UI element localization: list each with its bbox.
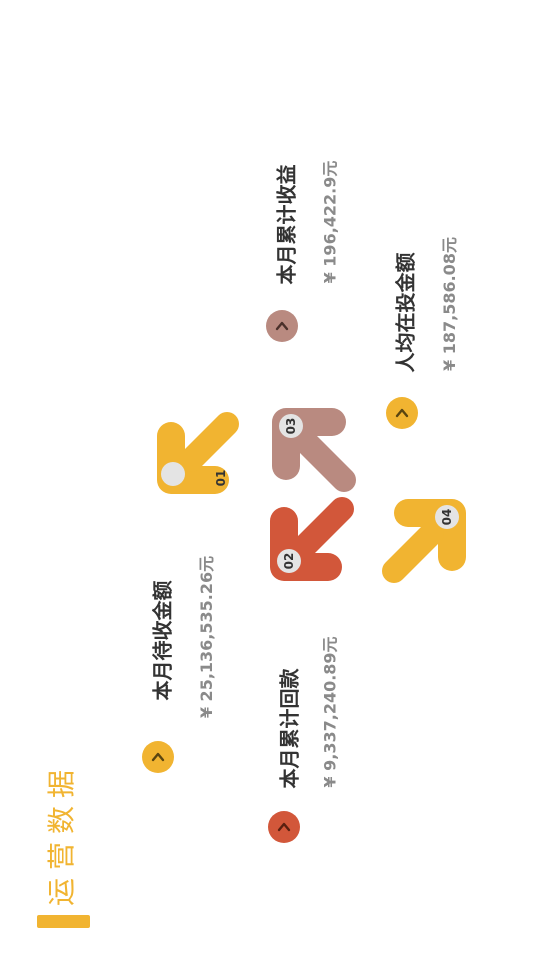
arrow-badge-04: 04	[440, 509, 454, 526]
chevron-up-icon	[151, 752, 165, 762]
chevron-up-icon	[395, 408, 409, 418]
arrow-icon: 02	[270, 497, 354, 581]
arrow-badge-03: 03	[284, 418, 298, 435]
arrow-block-02: 02	[268, 493, 358, 583]
stat-label-2: 本月累计回款	[277, 668, 302, 788]
arrow-badge-02: 02	[282, 553, 296, 570]
arrow-badge-01: 01	[214, 470, 228, 487]
stat-value-4: ¥ 187,586.08元	[440, 237, 459, 371]
stat-chevron-button-1[interactable]	[142, 741, 174, 773]
arrow-icon: 04	[382, 499, 466, 583]
stat-value-3: ¥ 196,422.9元	[319, 160, 339, 284]
stat-value-wrap-2: ¥ 9,337,240.89元	[229, 636, 429, 787]
page-title: 运营数据	[45, 761, 79, 907]
stat-value-1: ¥ 25,136,535.26元	[197, 555, 216, 719]
stat-chevron-button-4[interactable]	[386, 397, 418, 429]
stat-value-wrap-3: ¥ 196,422.9元	[228, 161, 428, 284]
arrow-icon: 03	[272, 408, 356, 492]
page-title-wrap: 运营数据	[20, 762, 100, 906]
stat-chevron-button-3[interactable]	[266, 310, 298, 342]
arrow-icon: 01	[157, 412, 239, 494]
arrow-block-03: 03	[270, 406, 360, 496]
stat-value-wrap-1: ¥ 25,136,535.26元	[105, 556, 305, 718]
title-accent-bar	[37, 915, 90, 928]
arrow-block-01: 01	[155, 408, 243, 496]
stat-value-2: ¥ 9,337,240.89元	[320, 636, 340, 788]
stat-value-wrap-4: ¥ 187,586.08元	[348, 237, 540, 371]
stat-chevron-button-2[interactable]	[268, 811, 300, 843]
chevron-up-icon	[275, 321, 289, 331]
arrow-block-04: 04	[378, 497, 468, 587]
chevron-up-icon	[277, 822, 291, 832]
